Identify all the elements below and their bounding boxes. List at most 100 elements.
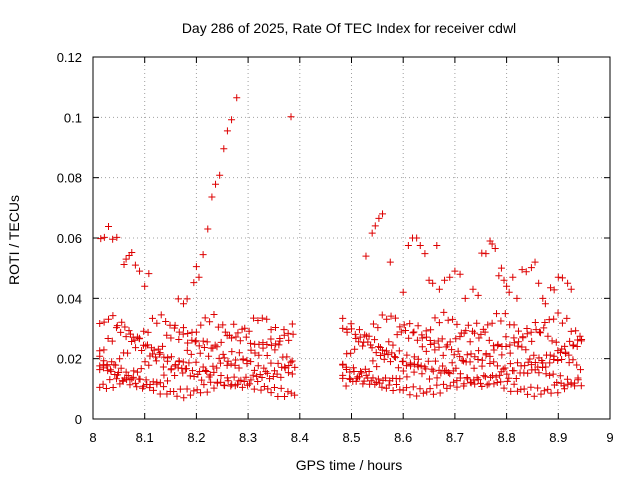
data-point	[220, 145, 228, 153]
data-point	[449, 315, 457, 323]
data-point	[514, 359, 522, 367]
data-point	[277, 384, 285, 392]
data-point	[205, 352, 213, 360]
data-point	[422, 365, 430, 373]
data-point	[409, 329, 417, 337]
data-point	[253, 372, 261, 380]
x-tick-label: 8.2	[187, 430, 205, 445]
data-point	[422, 333, 430, 341]
data-point	[518, 343, 526, 351]
data-point	[239, 355, 247, 363]
y-tick-label: 0.04	[57, 291, 82, 306]
data-point	[450, 378, 458, 386]
data-point	[403, 373, 411, 381]
data-point	[547, 389, 555, 397]
data-point	[574, 376, 582, 384]
data-point	[155, 350, 163, 358]
data-point	[142, 376, 150, 384]
data-point	[361, 331, 369, 339]
data-point	[210, 311, 218, 319]
data-point	[528, 337, 536, 345]
data-point	[474, 291, 482, 299]
data-point	[554, 273, 562, 281]
y-tick-label: 0.06	[57, 231, 82, 246]
data-point	[274, 359, 282, 367]
data-point	[128, 338, 136, 346]
data-point	[120, 261, 128, 269]
data-point	[234, 329, 242, 337]
data-point	[179, 358, 187, 366]
data-point	[267, 335, 275, 343]
data-point	[215, 354, 223, 362]
data-point	[242, 373, 250, 381]
data-point	[219, 321, 227, 329]
data-point	[230, 320, 238, 328]
data-point	[281, 364, 289, 372]
data-point	[430, 339, 438, 347]
data-point	[246, 339, 254, 347]
data-point	[518, 266, 526, 274]
data-point	[567, 327, 575, 335]
data-point	[251, 340, 259, 348]
data-point	[257, 386, 265, 394]
data-point	[201, 314, 209, 322]
data-point	[413, 234, 421, 242]
data-point	[523, 330, 531, 338]
data-point	[544, 385, 552, 393]
data-point	[539, 294, 547, 302]
data-point	[478, 249, 486, 257]
data-point	[397, 328, 405, 336]
data-point	[230, 373, 238, 381]
data-point	[475, 347, 483, 355]
data-point	[113, 233, 121, 241]
data-point	[350, 368, 358, 376]
data-point	[454, 347, 462, 355]
data-point	[185, 359, 193, 367]
data-point	[390, 353, 398, 361]
data-point	[374, 324, 382, 332]
data-point	[236, 337, 244, 345]
data-point	[493, 362, 501, 370]
data-point	[192, 328, 200, 336]
data-point	[567, 380, 575, 388]
data-point	[269, 372, 277, 380]
x-tick-label: 8.7	[446, 430, 464, 445]
data-point	[283, 353, 291, 361]
data-point	[124, 349, 132, 357]
data-point	[520, 385, 528, 393]
data-point	[444, 368, 452, 376]
data-point	[376, 351, 384, 359]
data-point	[522, 268, 530, 276]
data-point	[510, 339, 518, 347]
data-point	[138, 347, 146, 355]
data-point	[235, 377, 243, 385]
data-point	[392, 380, 400, 388]
data-point	[473, 319, 481, 327]
data-point	[249, 371, 257, 379]
data-point	[166, 321, 174, 329]
data-point	[365, 332, 373, 340]
data-point	[162, 317, 170, 325]
data-point	[361, 365, 369, 373]
data-point	[115, 369, 123, 377]
data-point	[574, 336, 582, 344]
data-point	[118, 377, 126, 385]
data-point	[389, 386, 397, 394]
data-point	[250, 385, 258, 393]
data-point	[224, 377, 232, 385]
data-point	[419, 389, 427, 397]
data-point	[469, 285, 477, 293]
data-point	[448, 359, 456, 367]
data-point	[130, 367, 138, 375]
data-point	[100, 357, 108, 365]
data-point	[355, 326, 363, 334]
data-point	[285, 336, 293, 344]
data-point	[375, 343, 383, 351]
data-point	[216, 171, 224, 179]
data-point	[173, 392, 181, 400]
data-point	[170, 324, 178, 332]
data-point	[235, 349, 243, 357]
data-point	[349, 364, 357, 372]
data-point	[569, 342, 577, 350]
data-point	[410, 353, 418, 361]
